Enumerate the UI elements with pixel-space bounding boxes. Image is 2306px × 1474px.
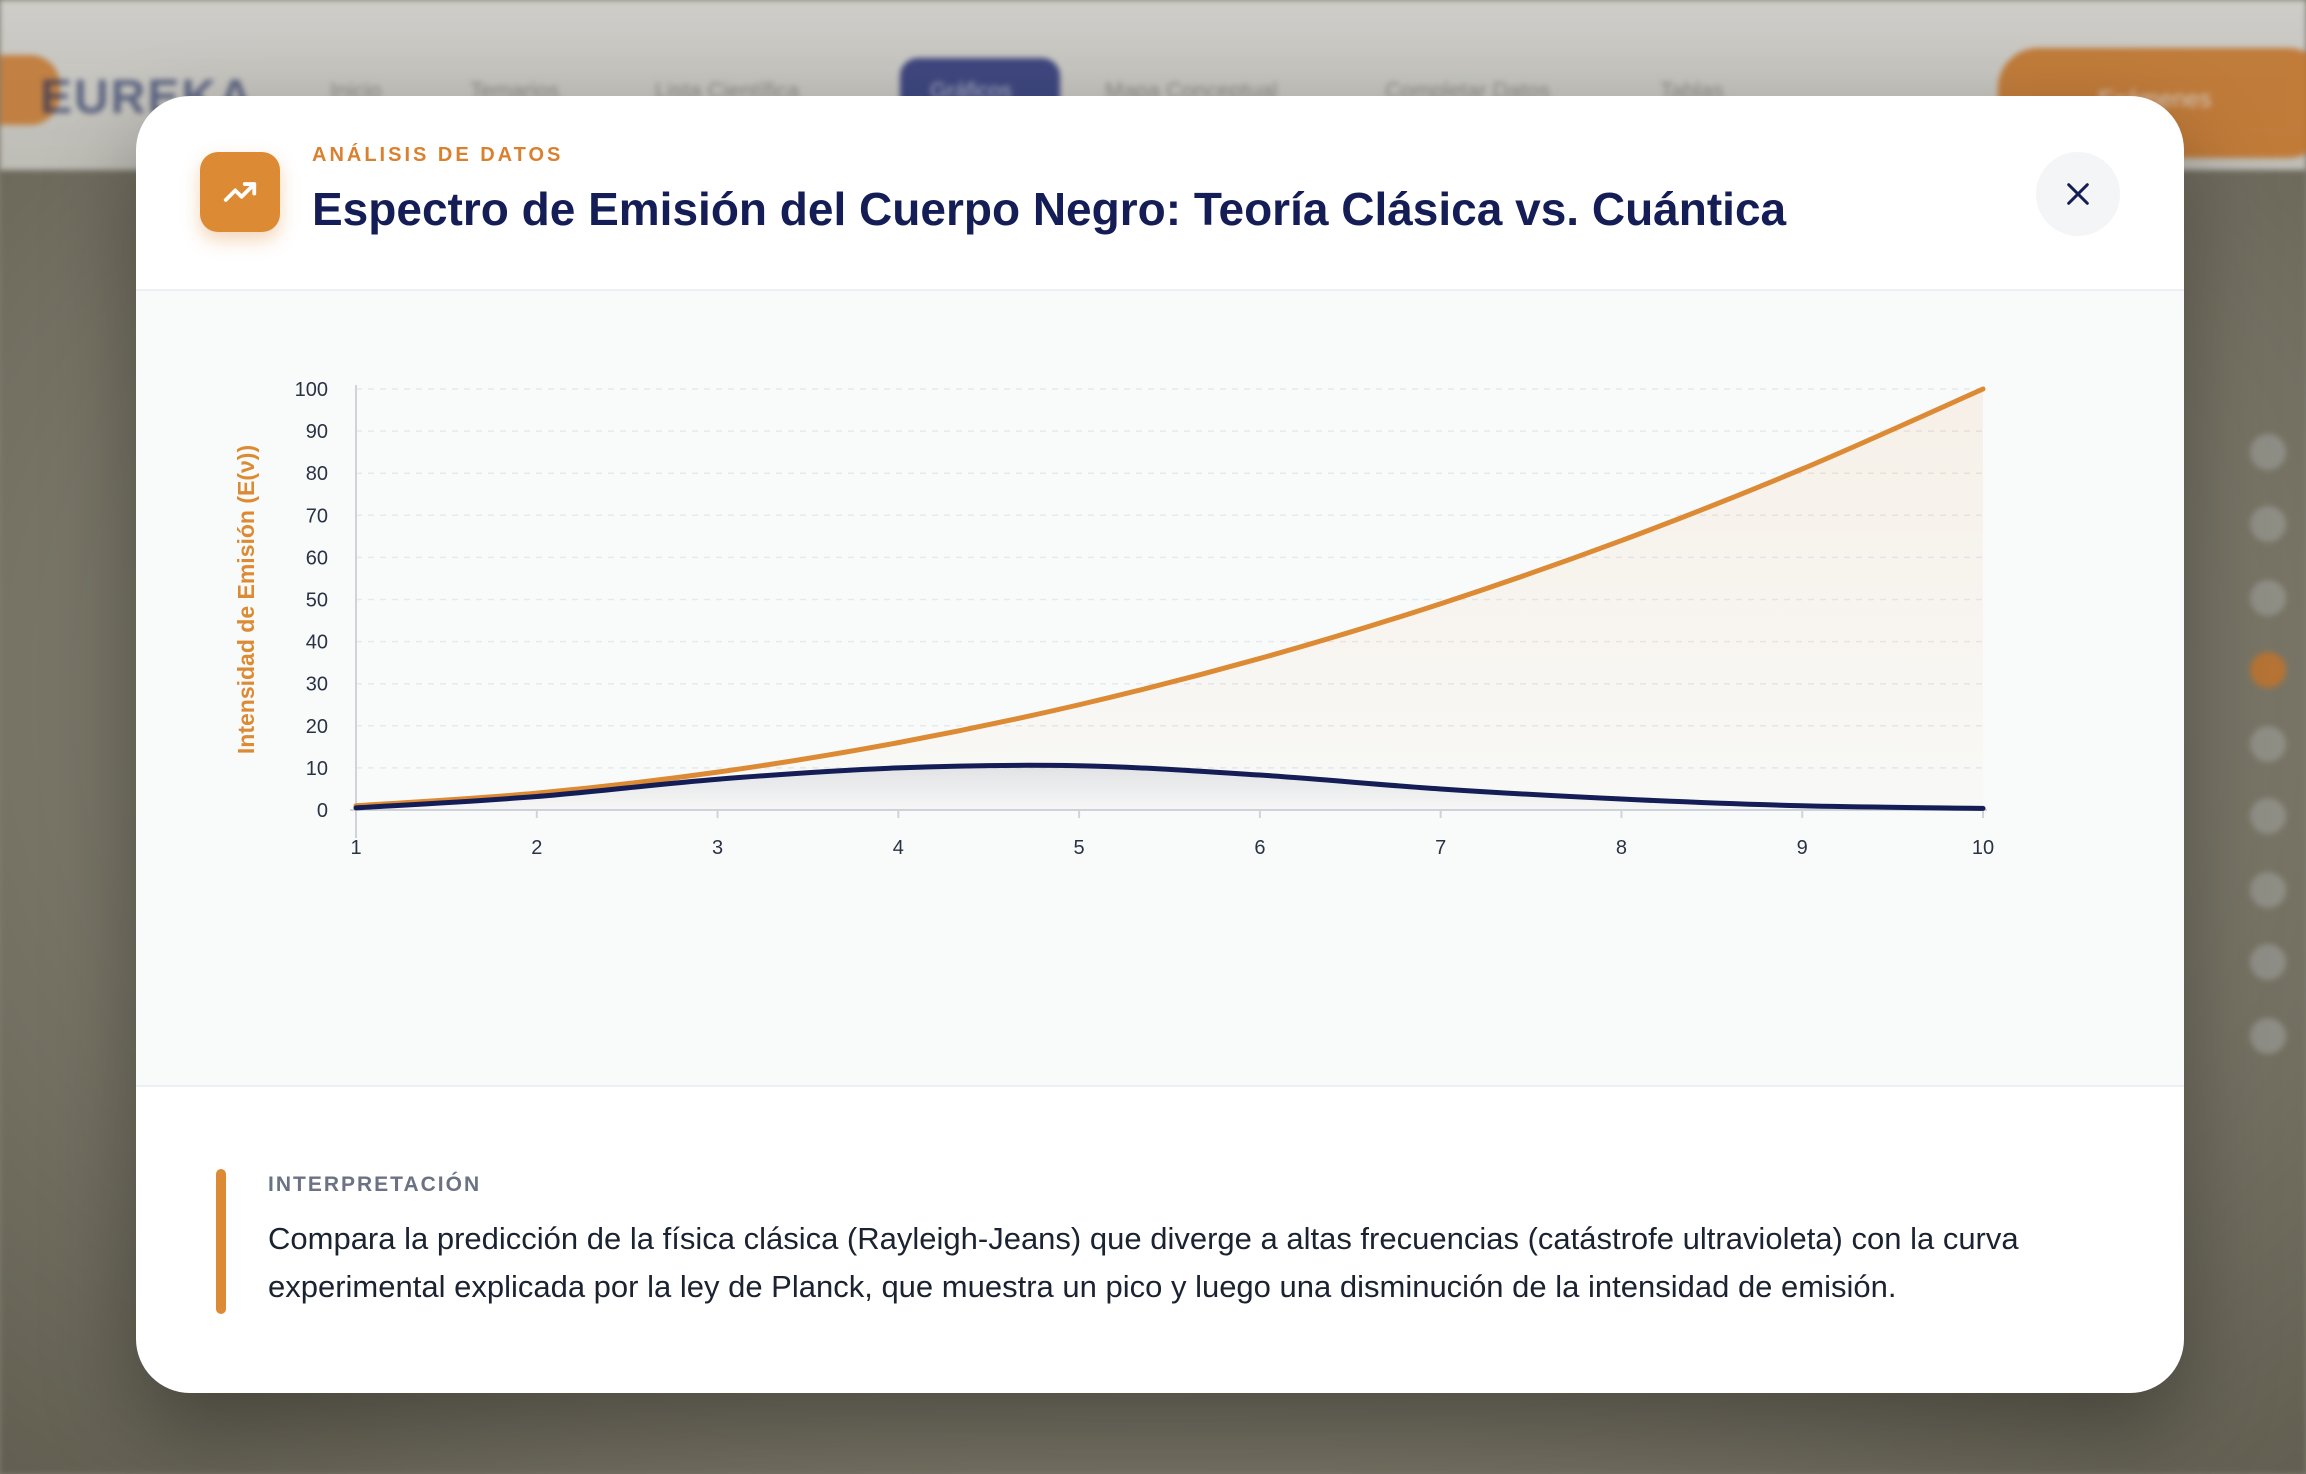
background-nav-dot — [2250, 506, 2286, 542]
y-tick-label: 60 — [306, 547, 328, 569]
line-chart: 0 10 20 30 40 50 60 70 80 90 100 1 2 3 4 5 6 7 8 9 10 Intensi… — [233, 379, 1994, 859]
y-tick-label: 40 — [306, 632, 328, 654]
background-nav-dot — [2250, 1018, 2286, 1054]
close-icon — [2067, 183, 2089, 205]
y-tick-label: 0 — [317, 800, 328, 822]
interpretation-block: INTERPRETACIÓN Compara la predicción de … — [216, 1169, 2116, 1314]
chart-area: 0 10 20 30 40 50 60 70 80 90 100 1 2 3 4 5 6 7 8 9 10 Intensi… — [136, 291, 2184, 1087]
y-tick-label: 50 — [306, 590, 328, 612]
x-tick-label: 5 — [1074, 837, 1085, 859]
x-tick-label: 8 — [1616, 837, 1627, 859]
y-tick-label: 30 — [306, 674, 328, 696]
y-tick-label: 90 — [306, 421, 328, 443]
chart-modal: ANÁLISIS DE DATOS Espectro de Emisión de… — [136, 96, 2184, 1393]
background-nav-dot — [2250, 652, 2286, 688]
interpretation-text: Compara la predicción de la física clási… — [268, 1221, 2019, 1304]
planck-series-line — [353, 762, 1986, 811]
x-tick-label: 2 — [531, 837, 542, 859]
x-tick-label: 7 — [1435, 837, 1446, 859]
x-tick-label: 3 — [712, 837, 723, 859]
y-tick-label: 80 — [306, 463, 328, 485]
y-tick-label: 10 — [306, 758, 328, 780]
classical-series-line — [353, 386, 1986, 809]
background-nav-dot — [2250, 726, 2286, 762]
y-axis-label: Intensidad de Emisión (E(ν)) — [233, 445, 259, 754]
interpretation-label: INTERPRETACIÓN — [268, 1173, 482, 1196]
background-nav-dot — [2250, 944, 2286, 980]
classical-series-area — [356, 389, 1983, 810]
trending-up-icon — [200, 152, 280, 232]
x-tick-label: 4 — [893, 837, 904, 859]
x-tick-label: 1 — [350, 837, 361, 859]
background-nav-dot — [2250, 798, 2286, 834]
close-button[interactable] — [2036, 152, 2120, 236]
x-tick-label: 6 — [1254, 837, 1265, 859]
background-nav-dot — [2250, 434, 2286, 470]
x-tick-label: 10 — [1972, 837, 1994, 859]
x-tick-label: 9 — [1797, 837, 1808, 859]
background-nav-dot — [2250, 580, 2286, 616]
y-tick-label: 70 — [306, 505, 328, 527]
interpretation-accent-bar — [216, 1169, 226, 1314]
y-tick-label: 20 — [306, 716, 328, 738]
modal-kicker: ANÁLISIS DE DATOS — [312, 144, 564, 166]
modal-title: Espectro de Emisión del Cuerpo Negro: Te… — [312, 183, 1787, 235]
modal-header: ANÁLISIS DE DATOS Espectro de Emisión de… — [136, 96, 2184, 291]
background-logo — [0, 55, 60, 125]
y-tick-label: 100 — [295, 379, 328, 401]
background-nav-dot — [2250, 872, 2286, 908]
